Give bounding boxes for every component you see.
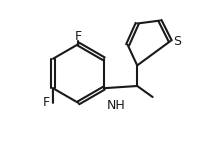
Text: F: F — [43, 96, 50, 109]
Text: F: F — [75, 30, 82, 42]
Text: S: S — [173, 35, 181, 48]
Text: NH: NH — [106, 99, 125, 112]
